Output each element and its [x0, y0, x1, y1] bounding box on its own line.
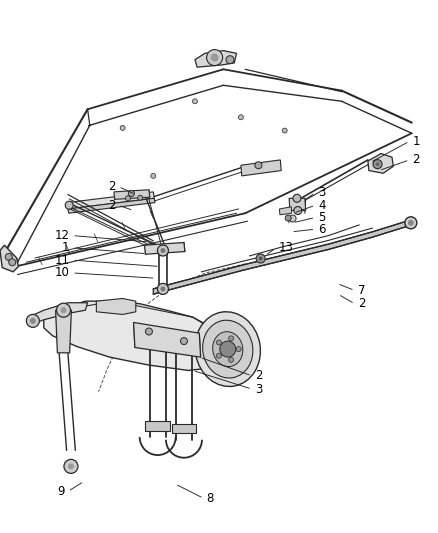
Circle shape — [128, 190, 134, 197]
Circle shape — [138, 195, 143, 200]
Text: 11: 11 — [54, 254, 69, 266]
Polygon shape — [56, 310, 71, 353]
Polygon shape — [68, 198, 155, 213]
Polygon shape — [145, 243, 185, 254]
Text: 4: 4 — [318, 199, 326, 212]
Circle shape — [293, 194, 301, 203]
Circle shape — [157, 245, 169, 256]
Circle shape — [151, 173, 156, 179]
Ellipse shape — [203, 320, 253, 378]
Circle shape — [226, 55, 234, 64]
Circle shape — [216, 353, 221, 358]
Circle shape — [405, 217, 417, 229]
Text: 13: 13 — [279, 241, 294, 254]
Circle shape — [285, 215, 291, 221]
Circle shape — [236, 346, 241, 352]
Circle shape — [375, 162, 380, 166]
Polygon shape — [289, 198, 306, 211]
Polygon shape — [145, 421, 170, 431]
Circle shape — [120, 125, 125, 131]
Text: 2: 2 — [358, 297, 365, 310]
Circle shape — [255, 161, 262, 169]
Circle shape — [64, 459, 78, 473]
Ellipse shape — [213, 332, 243, 367]
Text: 2: 2 — [255, 369, 262, 382]
Polygon shape — [68, 192, 154, 209]
Polygon shape — [0, 245, 18, 272]
Circle shape — [258, 256, 263, 261]
Circle shape — [5, 253, 12, 261]
Polygon shape — [195, 51, 237, 67]
Ellipse shape — [195, 312, 261, 386]
Circle shape — [229, 358, 233, 362]
Text: 12: 12 — [54, 229, 69, 242]
Polygon shape — [44, 301, 228, 370]
Polygon shape — [153, 220, 412, 294]
Text: 2: 2 — [108, 180, 115, 193]
Circle shape — [9, 259, 16, 266]
Polygon shape — [114, 190, 150, 199]
Circle shape — [160, 286, 166, 292]
Circle shape — [238, 115, 244, 120]
Circle shape — [68, 463, 74, 470]
Circle shape — [211, 53, 219, 62]
Polygon shape — [172, 424, 196, 433]
Text: 3: 3 — [255, 383, 262, 395]
Text: 8: 8 — [207, 492, 214, 505]
Text: 3: 3 — [318, 187, 326, 199]
Circle shape — [145, 328, 152, 335]
Circle shape — [207, 50, 223, 66]
Circle shape — [60, 307, 67, 313]
Circle shape — [229, 336, 233, 341]
Polygon shape — [279, 207, 292, 215]
Circle shape — [216, 340, 221, 345]
Text: 9: 9 — [57, 485, 65, 498]
Circle shape — [30, 318, 36, 324]
Circle shape — [65, 201, 73, 209]
Polygon shape — [241, 160, 281, 176]
Circle shape — [125, 196, 131, 201]
Text: 1: 1 — [413, 135, 420, 148]
Circle shape — [408, 220, 414, 226]
Text: 5: 5 — [318, 211, 326, 224]
Circle shape — [282, 128, 287, 133]
Circle shape — [294, 206, 302, 215]
Text: 10: 10 — [54, 266, 69, 279]
Circle shape — [220, 341, 236, 357]
Text: 2: 2 — [413, 154, 420, 166]
Text: 6: 6 — [318, 223, 326, 236]
Circle shape — [256, 254, 265, 263]
Circle shape — [157, 284, 169, 294]
Text: 2: 2 — [108, 199, 115, 212]
Text: 1: 1 — [62, 241, 69, 254]
Text: 7: 7 — [358, 284, 365, 297]
Circle shape — [57, 303, 71, 317]
Circle shape — [180, 337, 187, 345]
Circle shape — [289, 215, 296, 222]
Circle shape — [373, 160, 382, 168]
Polygon shape — [28, 303, 88, 325]
Polygon shape — [96, 298, 136, 314]
Circle shape — [160, 248, 166, 253]
Polygon shape — [134, 322, 201, 357]
Circle shape — [192, 99, 198, 104]
Circle shape — [26, 314, 39, 327]
Polygon shape — [368, 154, 393, 173]
